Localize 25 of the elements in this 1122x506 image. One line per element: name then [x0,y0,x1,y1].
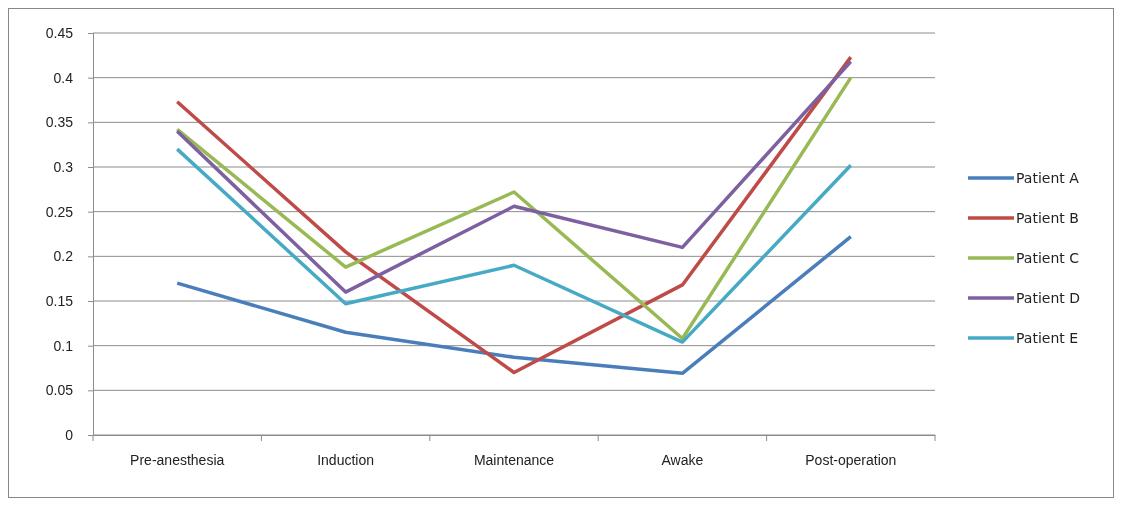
line-series [175,147,853,344]
x-tick-label: Awake [661,451,704,468]
y-tick-label: 0.1 [53,337,74,354]
y-tick-label: 0.2 [53,248,74,265]
y-tick-label: 0.25 [45,203,74,220]
legend-label: Patient E [1016,330,1079,346]
line-series [175,75,853,341]
legend-label: Patient D [1016,290,1080,306]
legend-label: Patient A [1016,170,1080,186]
y-tick-label: 0.35 [45,114,74,131]
legend-label: Patient B [1016,210,1079,226]
line-series [175,55,853,375]
y-tick-label: 0.15 [45,292,74,309]
line-series [175,59,853,294]
legend-label: Patient C [1016,250,1080,266]
x-tick-label: Post-operation [805,451,897,468]
y-tick-label: 0 [65,426,74,443]
y-tick-label: 0.05 [45,382,74,399]
y-tick-label: 0.3 [53,158,74,175]
x-tick-label: Induction [317,451,375,468]
line-series [175,234,853,376]
y-tick-label: 0.4 [53,69,74,86]
x-tick-label: Pre-anesthesia [130,451,225,468]
y-tick-label: 0.45 [45,24,74,41]
x-tick-label: Maintenance [473,451,555,468]
